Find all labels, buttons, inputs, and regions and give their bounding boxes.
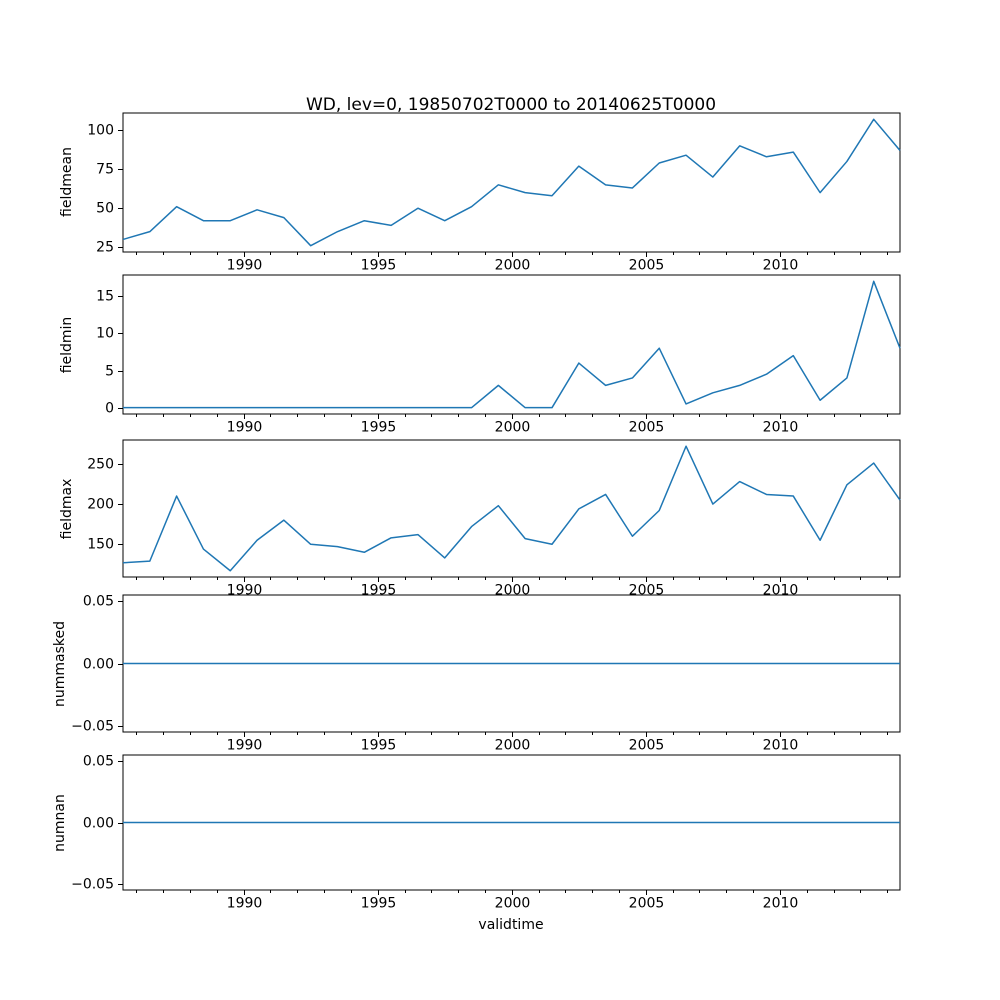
y-tick-label: 150 bbox=[87, 537, 114, 553]
y-tick-label: 0.00 bbox=[83, 657, 114, 673]
x-tick-label: 1995 bbox=[361, 896, 397, 912]
subplot-nummasked: 1990 1995 2000 2005 2010 −0.05 0.00 0.05 bbox=[71, 594, 901, 754]
y-tick-label: 250 bbox=[87, 457, 114, 473]
y-tick-label: 15 bbox=[96, 289, 114, 305]
chart-title: WD, lev=0, 19850702T0000 to 20140625T000… bbox=[305, 95, 717, 115]
x-tick-label: 1995 bbox=[361, 583, 397, 599]
axes-frame bbox=[122, 112, 901, 253]
x-tick-label: 1990 bbox=[227, 583, 263, 599]
x-tick-label: 2000 bbox=[495, 258, 531, 274]
y-tick-label: 0.00 bbox=[83, 816, 114, 832]
axes-frame bbox=[122, 439, 901, 578]
y-tick-label: −0.05 bbox=[71, 877, 114, 893]
x-tick-label: 2000 bbox=[495, 738, 531, 754]
x-tick-label: 2010 bbox=[763, 420, 799, 436]
subplot-fieldmax: 1990 1995 2000 2005 2010 150 200 250 bbox=[87, 439, 901, 599]
y-tick-label: −0.05 bbox=[71, 719, 114, 735]
y-tick-label: 100 bbox=[87, 123, 114, 139]
y-tick-label: 50 bbox=[96, 201, 114, 217]
x-tick-label: 2005 bbox=[629, 896, 665, 912]
y-tick-label: 0.05 bbox=[83, 594, 114, 610]
fieldmean-line bbox=[122, 118, 901, 247]
x-tick-label: 2010 bbox=[763, 583, 799, 599]
x-tick-label: 2005 bbox=[629, 420, 665, 436]
x-tick-label: 1990 bbox=[227, 896, 263, 912]
axes-frame bbox=[122, 274, 901, 415]
y-tick-label: 0.05 bbox=[83, 754, 114, 770]
y-tick-label: 10 bbox=[96, 326, 114, 342]
y-tick-label: 75 bbox=[96, 162, 114, 178]
y-tick-label: 25 bbox=[96, 240, 114, 256]
fieldmax-line bbox=[122, 445, 901, 572]
x-axis-label: validtime bbox=[478, 917, 544, 933]
y-tick-label: 0 bbox=[105, 401, 114, 417]
x-tick-label: 2000 bbox=[495, 420, 531, 436]
x-tick-label: 1995 bbox=[361, 420, 397, 436]
x-tick-label: 2005 bbox=[629, 738, 665, 754]
x-tick-label: 2000 bbox=[495, 583, 531, 599]
x-tick-label: 2000 bbox=[495, 896, 531, 912]
x-tick-label: 1990 bbox=[227, 258, 263, 274]
x-tick-label: 2010 bbox=[763, 896, 799, 912]
x-tick-label: 2010 bbox=[763, 258, 799, 274]
x-tick-label: 2010 bbox=[763, 738, 799, 754]
x-tick-label: 2005 bbox=[629, 583, 665, 599]
x-tick-label: 1990 bbox=[227, 420, 263, 436]
subplot-fieldmin: 1990 1995 2000 2005 2010 0 5 10 15 bbox=[96, 274, 901, 436]
x-tick-label: 1995 bbox=[361, 258, 397, 274]
fieldmin-line bbox=[123, 280, 901, 409]
subplot-numnan: 1990 1995 2000 2005 2010 −0.05 0.00 0.05 bbox=[71, 754, 901, 912]
x-tick-label: 1995 bbox=[361, 738, 397, 754]
x-tick-label: 1990 bbox=[227, 738, 263, 754]
subplot-fieldmean: 1990 1995 2000 2005 2010 25 50 75 100 bbox=[87, 112, 901, 274]
y-tick-label: 200 bbox=[87, 497, 114, 513]
y-tick-label: 5 bbox=[105, 364, 114, 380]
x-tick-label: 2005 bbox=[629, 258, 665, 274]
